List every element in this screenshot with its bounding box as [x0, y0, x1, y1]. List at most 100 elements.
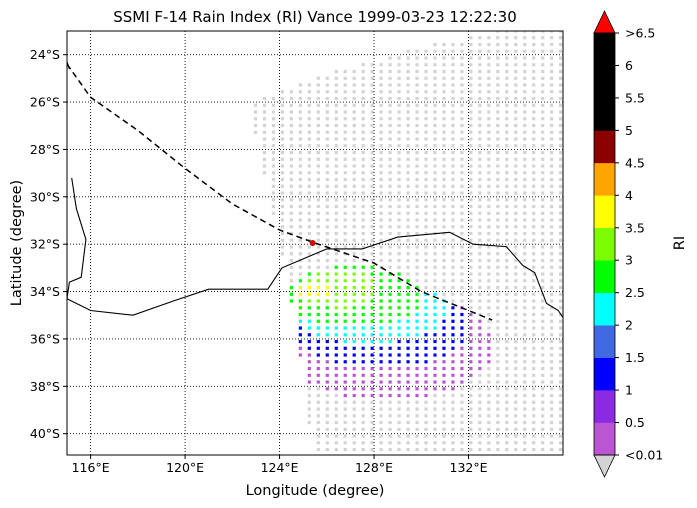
swath-pixel: [532, 110, 536, 114]
swath-pixel: [424, 110, 428, 114]
swath-pixel: [334, 225, 338, 229]
swath-pixel: [523, 164, 527, 168]
swath-pixel: [442, 285, 446, 290]
swath-pixel: [559, 420, 563, 425]
swath-pixel: [505, 299, 509, 303]
swath-pixel: [487, 49, 491, 53]
swath-pixel: [532, 150, 536, 155]
swath-pixel: [280, 117, 285, 121]
swath-pixel: [415, 279, 419, 283]
swath-pixel: [451, 63, 455, 67]
swath-pixel: [370, 380, 374, 384]
swath-pixel: [496, 279, 500, 283]
swath-pixel: [523, 36, 527, 40]
swath-pixel: [541, 272, 545, 276]
swath-pixel: [352, 434, 356, 438]
swath-pixel: [325, 306, 329, 310]
swath-pixel: [559, 346, 563, 350]
swath-pixel: [478, 225, 482, 229]
swath-pixel: [325, 265, 329, 269]
swath-pixel: [316, 110, 320, 114]
swath-pixel: [433, 103, 437, 107]
swath-pixel: [397, 420, 401, 425]
swath-pixel: [550, 76, 554, 80]
swath-pixel: [397, 292, 401, 296]
swath-pixel: [271, 137, 276, 141]
swath-pixel: [316, 123, 320, 128]
swath-pixel: [433, 157, 437, 161]
swath-pixel: [424, 157, 428, 161]
swath-pixel: [460, 184, 464, 188]
swath-pixel: [496, 96, 500, 101]
swath-pixel: [514, 339, 518, 344]
swath-pixel: [370, 211, 374, 215]
swath-pixel: [406, 123, 410, 128]
swath-pixel: [352, 339, 356, 344]
swath-pixel: [532, 144, 536, 148]
swath-pixel: [388, 218, 392, 222]
swath-pixel: [352, 177, 356, 182]
swath-pixel: [532, 373, 536, 377]
swath-pixel: [370, 299, 374, 303]
colorbar-segment: [594, 33, 615, 66]
swath-pixel: [541, 76, 545, 80]
swath-pixel: [379, 420, 383, 425]
swath-pixel: [496, 164, 500, 168]
swath-pixel: [532, 299, 536, 303]
swath-pixel: [298, 177, 302, 182]
swath-pixel: [424, 69, 428, 74]
swath-pixel: [469, 272, 473, 276]
swath-pixel: [514, 171, 518, 175]
y-axis-label: Latitude (degree): [9, 180, 25, 306]
swath-pixel: [433, 191, 437, 195]
swath-pixel: [496, 299, 500, 303]
swath-pixel: [289, 218, 293, 222]
swath-pixel: [541, 326, 545, 330]
swath-pixel: [514, 326, 518, 330]
swath-pixel: [478, 42, 482, 47]
swath-pixel: [307, 387, 311, 391]
swath-pixel: [550, 400, 554, 404]
swath-pixel: [343, 441, 347, 445]
swath-pixel: [487, 83, 491, 87]
swath-pixel: [397, 319, 401, 323]
swath-pixel: [487, 69, 491, 74]
swath-pixel: [307, 144, 311, 148]
swath-pixel: [478, 319, 482, 323]
swath-pixel: [433, 380, 437, 384]
swath-pixel: [505, 427, 509, 431]
swath-pixel: [397, 137, 401, 141]
swath-pixel: [460, 407, 464, 411]
swath-pixel: [532, 292, 536, 296]
swath-pixel: [487, 346, 491, 350]
swath-pixel: [559, 319, 563, 323]
swath-pixel: [352, 427, 356, 431]
swath-pixel: [424, 427, 428, 431]
swath-pixel: [352, 83, 356, 87]
swath-pixel: [343, 171, 347, 175]
swath-pixel: [379, 312, 383, 317]
swath-pixel: [298, 238, 302, 242]
swath-pixel: [316, 83, 320, 87]
swath-pixel: [361, 339, 365, 344]
swath-pixel: [478, 204, 482, 209]
swath-pixel: [280, 96, 285, 101]
chart-title: SSMI F-14 Rain Index (RI) Vance 1999-03-…: [113, 8, 517, 26]
swath-pixel: [469, 90, 473, 94]
swath-pixel: [451, 306, 455, 310]
swath-pixel: [334, 393, 338, 398]
swath-pixel: [442, 144, 446, 148]
swath-pixel: [550, 387, 554, 391]
swath-pixel: [406, 164, 410, 168]
swath-pixel: [334, 333, 338, 337]
swath-pixel: [514, 49, 518, 53]
swath-pixel: [298, 157, 302, 161]
swath-pixel: [361, 387, 365, 391]
swath-pixel: [415, 231, 419, 236]
swath-pixel: [307, 211, 311, 215]
swath-pixel: [406, 339, 410, 344]
y-tick-label: 28°S: [30, 142, 60, 157]
swath-pixel: [505, 177, 509, 182]
swath-pixel: [496, 83, 500, 87]
swath-pixel: [397, 150, 401, 155]
